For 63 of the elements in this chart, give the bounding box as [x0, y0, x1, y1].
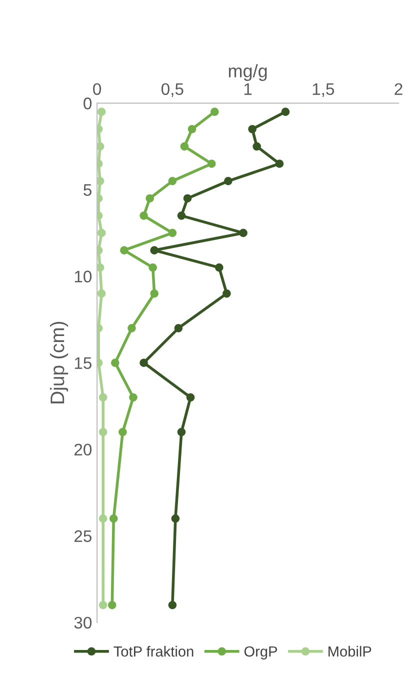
point [252, 142, 262, 151]
point [98, 514, 108, 523]
x-tick-label: 2 [394, 83, 402, 95]
point [146, 194, 154, 203]
y-axis-title: Djup (cm) [50, 322, 68, 404]
y-tick-label: 15 [74, 357, 92, 369]
point [248, 124, 256, 134]
point [224, 176, 232, 186]
point [177, 428, 186, 436]
point [188, 124, 196, 134]
point [110, 358, 120, 367]
point [97, 289, 106, 298]
point [207, 160, 216, 168]
point [97, 142, 104, 151]
point [97, 176, 104, 186]
point [171, 514, 180, 523]
point [214, 263, 224, 272]
y-tick-label: 0 [84, 98, 92, 110]
point [239, 228, 248, 238]
legend-label: MobilP [328, 646, 372, 657]
point [97, 246, 103, 254]
y-tick-label: 30 [74, 616, 92, 629]
point [183, 194, 192, 203]
point [148, 263, 157, 272]
point [168, 176, 177, 186]
point [97, 358, 103, 367]
y-tick-label: 25 [74, 530, 92, 542]
point [275, 160, 284, 168]
point [174, 324, 183, 332]
x-tick-label: 0,5 [161, 83, 184, 97]
point [128, 324, 136, 332]
y-tick-label: 20 [74, 444, 92, 456]
point [281, 108, 290, 116]
x-tick-label: 1 [244, 83, 252, 95]
point [120, 246, 128, 254]
y-tick-label: 10 [74, 270, 92, 282]
point [97, 108, 106, 116]
point [210, 108, 219, 116]
point [118, 428, 127, 436]
point [129, 393, 138, 402]
x-tick-label: 1,5 [312, 83, 334, 97]
legend-label: TotP fraktion [114, 646, 194, 657]
point [186, 393, 195, 402]
point [168, 228, 177, 238]
point [180, 142, 189, 151]
point [140, 211, 148, 220]
point [150, 289, 159, 298]
x-tick-label: 0 [93, 83, 102, 95]
y-tick-label: 5 [84, 184, 92, 196]
point [108, 600, 116, 610]
point [98, 428, 108, 436]
point [98, 600, 108, 610]
point [177, 211, 186, 220]
point [97, 228, 106, 238]
point [109, 514, 118, 523]
legend-label: OrgP [244, 646, 277, 660]
point [98, 393, 108, 402]
point [150, 246, 159, 254]
point [222, 289, 231, 298]
x-axis-title: mg/g [228, 64, 267, 81]
point [97, 263, 104, 272]
point [140, 358, 148, 367]
point [168, 600, 177, 610]
